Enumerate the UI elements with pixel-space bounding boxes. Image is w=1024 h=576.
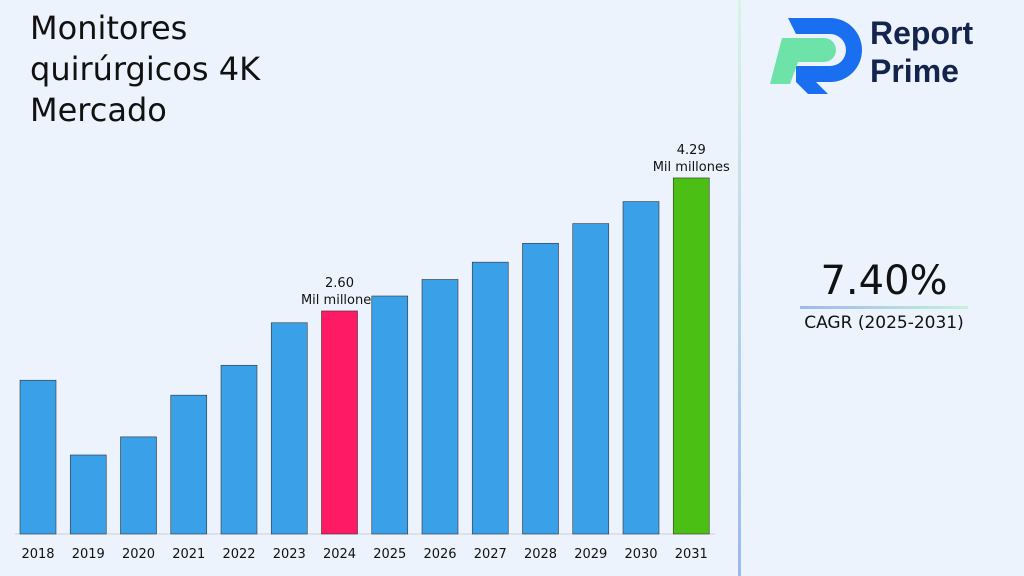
data-label-unit: Mil millones xyxy=(301,293,378,308)
x-tick-label: 2018 xyxy=(21,547,54,562)
x-tick-label: 2024 xyxy=(323,547,356,562)
cagr-value: 7.40% xyxy=(820,258,948,304)
x-tick-label: 2025 xyxy=(373,547,406,562)
report-prime-logo-icon xyxy=(770,18,862,94)
x-tick-label: 2021 xyxy=(172,547,205,562)
bar-2026 xyxy=(421,279,459,535)
bar-chart: 2018 2019 2020 2021 2022 2023 2024 2.60 Mil mill… xyxy=(15,143,730,562)
divider xyxy=(738,0,741,576)
bar-2027 xyxy=(471,261,509,535)
x-tick-label: 2030 xyxy=(624,547,657,562)
data-label-value: 2.60 xyxy=(325,276,354,291)
cagr-label: CAGR (2025-2031) xyxy=(804,313,964,333)
bar-2023 xyxy=(270,322,308,535)
bar-2020 xyxy=(120,436,157,535)
brand-name: Report Prime xyxy=(870,14,973,90)
brand-line1: Report xyxy=(870,15,974,51)
x-tick-label: 2029 xyxy=(574,547,607,562)
x-tick-label: 2023 xyxy=(273,547,306,562)
cagr-panel: 7.40% CAGR (2025-2031) xyxy=(800,258,968,333)
bar-2030 xyxy=(622,201,660,535)
bar-2029 xyxy=(572,223,610,535)
x-tick-label: 2019 xyxy=(72,547,105,562)
brand-line2: Prime xyxy=(870,53,959,89)
x-tick-label: 2028 xyxy=(524,547,557,562)
bar-2028 xyxy=(522,242,559,535)
x-tick-label: 2026 xyxy=(423,547,456,562)
x-tick-label: 2022 xyxy=(222,547,255,562)
bar-2019 xyxy=(69,454,107,535)
chart-title: Monitores quirúrgicos 4K Mercado xyxy=(30,9,261,129)
bar-2021 xyxy=(170,394,208,535)
x-tick-label: 2027 xyxy=(474,547,507,562)
bar-2031 xyxy=(672,177,710,535)
x-tick-label: 2020 xyxy=(122,547,155,562)
bar-2025 xyxy=(371,295,409,535)
data-label-value: 4.29 xyxy=(677,143,706,158)
data-label-unit: Mil millones xyxy=(653,160,730,175)
x-tick-label: 2031 xyxy=(675,547,708,562)
bar-2018 xyxy=(19,379,57,535)
bar-2024 xyxy=(321,310,358,535)
cagr-underline xyxy=(800,306,968,309)
bar-2022 xyxy=(220,364,258,535)
